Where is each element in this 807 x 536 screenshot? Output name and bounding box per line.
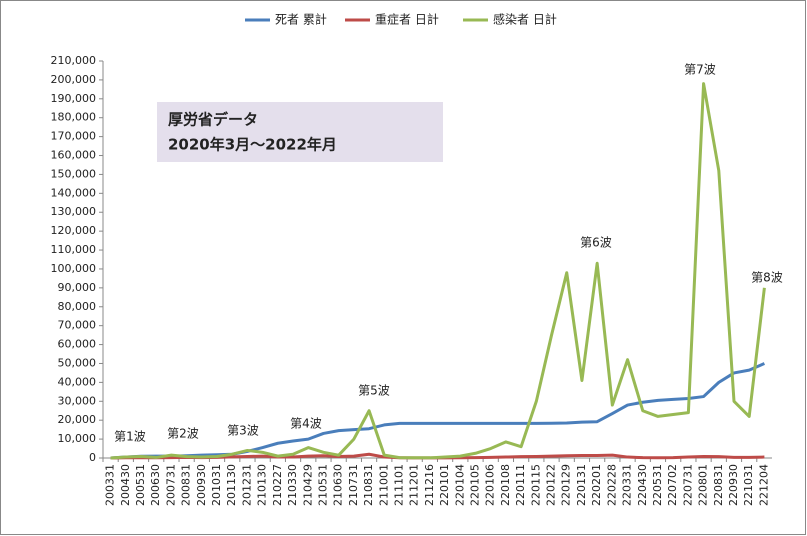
x-tick-label: 221204 bbox=[757, 464, 770, 506]
x-tick-label: 211101 bbox=[392, 464, 405, 506]
y-tick-label: 160,000 bbox=[51, 149, 97, 162]
x-tick-label: 201130 bbox=[225, 464, 238, 506]
text-box-line: 厚労省データ bbox=[168, 111, 258, 129]
y-tick-label: 210,000 bbox=[51, 54, 97, 67]
series-line bbox=[110, 82, 766, 460]
annotation: 第6波 bbox=[580, 236, 612, 250]
x-tick-label: 220228 bbox=[605, 464, 618, 506]
x-tick-label: 200930 bbox=[195, 464, 208, 506]
x-tick-label: 200531 bbox=[134, 464, 147, 506]
x-tick-label: 200831 bbox=[180, 464, 193, 506]
y-tick-label: 140,000 bbox=[51, 186, 97, 199]
y-tick-label: 110,000 bbox=[51, 243, 97, 256]
x-tick-label: 220201 bbox=[590, 464, 603, 506]
legend-label: 感染者 日計 bbox=[493, 12, 557, 27]
x-tick-label: 210630 bbox=[332, 464, 345, 506]
x-tick-label: 220101 bbox=[438, 464, 451, 506]
y-tick-label: 90,000 bbox=[58, 281, 97, 294]
x-tick-label: 220129 bbox=[560, 464, 573, 506]
x-tick-label: 220131 bbox=[575, 464, 588, 506]
x-tick-label: 200731 bbox=[164, 464, 177, 506]
annotation: 第8波 bbox=[751, 271, 783, 285]
y-tick-label: 120,000 bbox=[51, 224, 97, 237]
legend-label: 死者 累計 bbox=[275, 12, 327, 27]
x-tick-label: 220801 bbox=[697, 464, 710, 506]
annotation: 第1波 bbox=[114, 430, 146, 444]
y-tick-label: 200,000 bbox=[51, 73, 97, 86]
x-tick-label: 211216 bbox=[423, 464, 436, 506]
x-tick-label: 220331 bbox=[621, 464, 634, 506]
x-tick-label: 210330 bbox=[286, 464, 299, 506]
x-tick-label: 210731 bbox=[347, 464, 360, 506]
x-tick-label: 220731 bbox=[681, 464, 694, 506]
y-tick-label: 80,000 bbox=[58, 300, 97, 313]
x-tick-label: 210130 bbox=[256, 464, 269, 506]
y-tick-label: 100,000 bbox=[51, 262, 97, 275]
annotation: 第4波 bbox=[290, 417, 322, 431]
y-tick-label: 180,000 bbox=[51, 111, 97, 124]
x-tick-label: 220702 bbox=[666, 464, 679, 506]
annotation: 第7波 bbox=[684, 63, 716, 77]
x-tick-label: 200331 bbox=[104, 464, 117, 506]
x-tick-label: 220122 bbox=[545, 464, 558, 506]
y-tick-label: 130,000 bbox=[51, 205, 97, 218]
y-tick-label: 30,000 bbox=[58, 394, 97, 407]
x-tick-label: 200630 bbox=[149, 464, 162, 506]
y-tick-label: 40,000 bbox=[58, 375, 97, 388]
y-tick-label: 190,000 bbox=[51, 92, 97, 105]
x-tick-label: 220531 bbox=[651, 464, 664, 506]
annotation: 第5波 bbox=[358, 384, 390, 398]
x-tick-label: 220430 bbox=[636, 464, 649, 506]
y-tick-label: 10,000 bbox=[58, 432, 97, 445]
x-tick-label: 220104 bbox=[453, 464, 466, 506]
x-tick-label: 210531 bbox=[316, 464, 329, 506]
text-box-line: 2020年3月～2022年月 bbox=[168, 136, 337, 154]
x-tick-label: 201031 bbox=[210, 464, 223, 506]
x-tick-label: 220831 bbox=[712, 464, 725, 506]
y-tick-label: 0 bbox=[89, 451, 96, 464]
y-tick-label: 60,000 bbox=[58, 338, 97, 351]
x-tick-label: 210429 bbox=[301, 464, 314, 506]
x-tick-label: 201231 bbox=[240, 464, 253, 506]
text-box bbox=[157, 102, 443, 162]
x-tick-label: 210227 bbox=[271, 464, 284, 506]
y-tick-label: 70,000 bbox=[58, 319, 97, 332]
x-tick-label: 220115 bbox=[529, 464, 542, 506]
y-tick-label: 50,000 bbox=[58, 356, 97, 369]
annotation: 第3波 bbox=[227, 424, 259, 438]
x-tick-label: 211201 bbox=[408, 464, 421, 506]
annotation: 第2波 bbox=[167, 427, 199, 441]
x-tick-label: 220106 bbox=[484, 464, 497, 506]
x-tick-label: 220111 bbox=[514, 464, 527, 506]
x-tick-label: 220108 bbox=[499, 464, 512, 506]
y-tick-label: 170,000 bbox=[51, 130, 97, 143]
y-tick-label: 20,000 bbox=[58, 413, 97, 426]
x-tick-label: 210831 bbox=[362, 464, 375, 506]
x-tick-label: 220930 bbox=[727, 464, 740, 506]
x-tick-label: 221031 bbox=[742, 464, 755, 506]
y-tick-label: 150,000 bbox=[51, 167, 97, 180]
legend-label: 重症者 日計 bbox=[375, 12, 439, 27]
x-tick-label: 211001 bbox=[377, 464, 390, 506]
x-tick-label: 220105 bbox=[469, 464, 482, 506]
x-tick-label: 200430 bbox=[119, 464, 132, 506]
